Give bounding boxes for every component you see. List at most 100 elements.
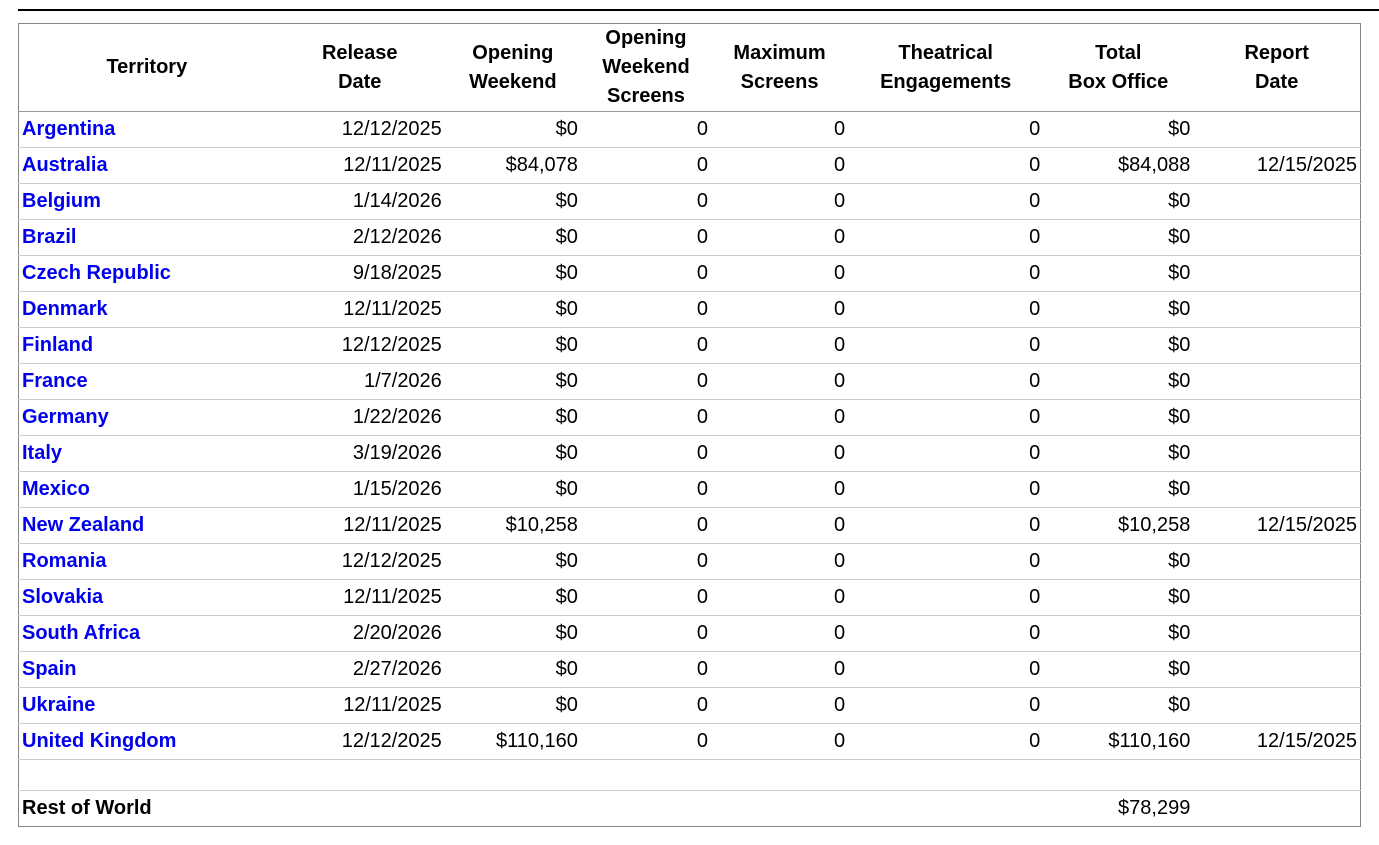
territory-link[interactable]: South Africa <box>22 622 141 644</box>
column-header-total_box_office: Total Box Office <box>1043 23 1194 112</box>
cell-report_date: 12/15/2025 <box>1193 723 1361 760</box>
cell-maximum_screens: 0 <box>711 615 849 652</box>
cell-theatrical_engagements <box>848 790 1044 827</box>
territory-link[interactable]: Argentina <box>22 118 116 140</box>
table-row: Australia 12/11/2025 $84,078 0 0 0 $84,088 12/1… <box>18 147 1361 184</box>
cell-theatrical_engagements: 0 <box>848 255 1044 292</box>
cell-theatrical_engagements: 0 <box>848 327 1044 364</box>
territory-link[interactable]: Australia <box>22 154 108 176</box>
cell-total_box_office: $0 <box>1043 615 1194 652</box>
cell-report_date <box>1193 111 1361 148</box>
cell-territory: South Africa <box>18 615 275 652</box>
top-rule <box>18 9 1379 11</box>
empty-cell <box>444 759 581 791</box>
table-row: Belgium 1/14/2026 $0 0 0 0 $0 <box>18 183 1361 220</box>
cell-total_box_office: $0 <box>1043 399 1194 436</box>
cell-release_date: 1/22/2026 <box>274 399 445 436</box>
cell-report_date <box>1193 579 1361 616</box>
territory-link[interactable]: New Zealand <box>22 514 145 536</box>
territory-link[interactable]: Czech Republic <box>22 262 171 284</box>
cell-opening_weekend_screens: 0 <box>580 219 711 256</box>
cell-maximum_screens: 0 <box>711 327 849 364</box>
cell-theatrical_engagements: 0 <box>848 723 1044 760</box>
box-office-table: Territory Release Date Opening Weekend Open… <box>18 23 1361 827</box>
cell-report_date: 12/15/2025 <box>1193 147 1361 184</box>
cell-territory: Czech Republic <box>18 255 275 292</box>
cell-maximum_screens: 0 <box>711 111 849 148</box>
territory-link[interactable]: Romania <box>22 550 107 572</box>
cell-report_date <box>1193 687 1361 724</box>
cell-report_date <box>1193 255 1361 292</box>
cell-release_date: 12/11/2025 <box>274 687 445 724</box>
cell-opening_weekend_screens: 0 <box>580 363 711 400</box>
table-row: Spain 2/27/2026 $0 0 0 0 $0 <box>18 651 1361 688</box>
territory-link[interactable]: Germany <box>22 406 109 428</box>
cell-territory: New Zealand <box>18 507 275 544</box>
table-row: Ukraine 12/11/2025 $0 0 0 0 $0 <box>18 687 1361 724</box>
empty-cell <box>1043 759 1194 791</box>
cell-theatrical_engagements: 0 <box>848 399 1044 436</box>
territory-link[interactable]: Belgium <box>22 190 101 212</box>
territory-link[interactable]: Denmark <box>22 298 108 320</box>
column-header-theatrical_engagements: Theatrical Engagements <box>848 23 1044 112</box>
column-header-maximum_screens: Maximum Screens <box>711 23 849 112</box>
spacer-row <box>18 759 1361 791</box>
territory-link[interactable]: Mexico <box>22 478 90 500</box>
cell-territory: Spain <box>18 651 275 688</box>
cell-maximum_screens: 0 <box>711 147 849 184</box>
cell-theatrical_engagements: 0 <box>848 219 1044 256</box>
column-header-opening_weekend: Opening Weekend <box>444 23 581 112</box>
territory-link[interactable]: Brazil <box>22 226 77 248</box>
cell-maximum_screens: 0 <box>711 543 849 580</box>
cell-territory: Australia <box>18 147 275 184</box>
territory-link[interactable]: Italy <box>22 442 63 464</box>
cell-maximum_screens: 0 <box>711 255 849 292</box>
cell-opening_weekend_screens <box>580 790 711 827</box>
table-row: Romania 12/12/2025 $0 0 0 0 $0 <box>18 543 1361 580</box>
cell-territory: Belgium <box>18 183 275 220</box>
territory-link[interactable]: United Kingdom <box>22 730 177 752</box>
cell-release_date: 12/11/2025 <box>274 507 445 544</box>
cell-opening_weekend: $0 <box>444 435 581 472</box>
territory-link[interactable]: Finland <box>22 334 94 356</box>
cell-total_box_office: $0 <box>1043 291 1194 328</box>
cell-territory: Ukraine <box>18 687 275 724</box>
cell-opening_weekend_screens: 0 <box>580 579 711 616</box>
cell-maximum_screens: 0 <box>711 435 849 472</box>
cell-release_date: 12/12/2025 <box>274 723 445 760</box>
cell-maximum_screens: 0 <box>711 687 849 724</box>
cell-release_date: 2/27/2026 <box>274 651 445 688</box>
cell-opening_weekend: $0 <box>444 399 581 436</box>
territory-link[interactable]: Ukraine <box>22 694 96 716</box>
cell-opening_weekend: $0 <box>444 255 581 292</box>
cell-release_date: 12/12/2025 <box>274 111 445 148</box>
cell-release_date: 2/20/2026 <box>274 615 445 652</box>
territory-link[interactable]: Slovakia <box>22 586 104 608</box>
cell-opening_weekend: $0 <box>444 183 581 220</box>
territory-link[interactable]: Spain <box>22 658 77 680</box>
cell-theatrical_engagements: 0 <box>848 435 1044 472</box>
cell-territory: Finland <box>18 327 275 364</box>
cell-territory: Rest of World <box>18 790 275 827</box>
cell-release_date: 1/7/2026 <box>274 363 445 400</box>
cell-theatrical_engagements: 0 <box>848 579 1044 616</box>
cell-territory: Slovakia <box>18 579 275 616</box>
page: { "colors": { "link_blue": "#0000ee", "o… <box>0 9 1379 845</box>
table-row: Slovakia 12/11/2025 $0 0 0 0 $0 <box>18 579 1361 616</box>
cell-opening_weekend_screens: 0 <box>580 291 711 328</box>
cell-territory: France <box>18 363 275 400</box>
cell-total_box_office: $0 <box>1043 471 1194 508</box>
cell-total_box_office: $0 <box>1043 363 1194 400</box>
cell-total_box_office: $0 <box>1043 219 1194 256</box>
table-row: United Kingdom 12/12/2025 $110,160 0 0 0 $110,… <box>18 723 1361 760</box>
cell-report_date: 12/15/2025 <box>1193 507 1361 544</box>
cell-opening_weekend: $10,258 <box>444 507 581 544</box>
cell-theatrical_engagements: 0 <box>848 183 1044 220</box>
cell-opening_weekend_screens: 0 <box>580 183 711 220</box>
territory-link[interactable]: France <box>22 370 88 392</box>
cell-maximum_screens: 0 <box>711 183 849 220</box>
cell-opening_weekend_screens: 0 <box>580 435 711 472</box>
empty-cell <box>18 759 275 791</box>
cell-opening_weekend: $0 <box>444 219 581 256</box>
cell-report_date <box>1193 183 1361 220</box>
